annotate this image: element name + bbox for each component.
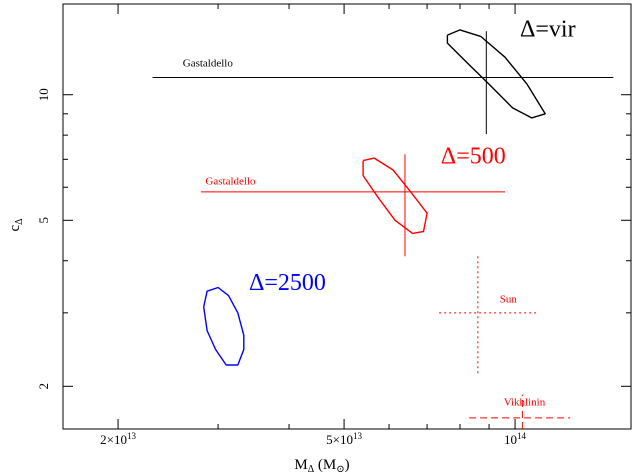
- x-tick-label: 1014: [504, 431, 527, 447]
- contour: [203, 286, 245, 366]
- error-cross-label: Gastaldello: [205, 175, 256, 187]
- y-tick-label: 10: [36, 88, 51, 101]
- error-cross-label: Vikhlinin: [504, 396, 546, 408]
- chart-labels: 2×1013 5×1013 1014 2 5 10 Gastaldello Gastaldel…: [36, 16, 576, 447]
- error-cross-label: Gastaldello: [183, 57, 234, 69]
- contour-label: Δ=500: [441, 143, 506, 169]
- chart-marks: [152, 29, 614, 429]
- contour-label: Δ=vir: [520, 16, 576, 42]
- y-tick-label: 2: [36, 383, 51, 390]
- error-cross-label: Sun: [500, 293, 518, 305]
- plot-frame: [62, 3, 632, 430]
- error-cross: [469, 394, 571, 429]
- axis-ticks: [63, 4, 631, 429]
- contour: [446, 29, 546, 119]
- x-axis-label: MΔ (M⊙): [294, 457, 349, 475]
- contour: [362, 157, 428, 235]
- y-tick-label: 5: [36, 217, 51, 224]
- error-cross: [201, 154, 505, 257]
- error-cross: [439, 254, 539, 374]
- contour-label: Δ=2500: [249, 270, 326, 296]
- x-tick-label: 5×1013: [326, 431, 362, 447]
- y-axis-label: cΔ: [7, 218, 25, 232]
- x-tick-label: 2×1013: [100, 431, 136, 447]
- error-cross: [152, 31, 614, 135]
